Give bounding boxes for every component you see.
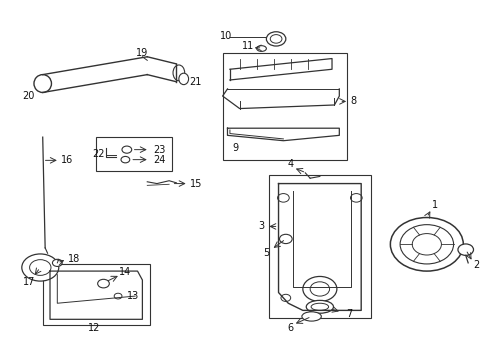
Text: 12: 12 <box>87 323 100 333</box>
Text: 19: 19 <box>136 48 148 58</box>
Circle shape <box>281 294 290 301</box>
Text: 5: 5 <box>263 248 269 258</box>
Bar <box>96 137 171 171</box>
Text: 18: 18 <box>68 254 81 264</box>
Text: 23: 23 <box>153 145 165 155</box>
Text: 15: 15 <box>189 179 202 189</box>
Text: 20: 20 <box>22 91 34 101</box>
Text: 11: 11 <box>242 41 254 51</box>
Circle shape <box>309 282 329 296</box>
Circle shape <box>266 32 285 46</box>
Circle shape <box>277 194 288 202</box>
Circle shape <box>279 234 291 244</box>
Circle shape <box>350 194 362 202</box>
Circle shape <box>302 276 336 301</box>
Ellipse shape <box>310 303 328 310</box>
Circle shape <box>52 259 62 266</box>
Bar <box>42 264 149 325</box>
Circle shape <box>270 35 282 43</box>
Circle shape <box>22 254 59 281</box>
Text: 13: 13 <box>126 291 139 301</box>
Circle shape <box>114 293 122 299</box>
Text: 6: 6 <box>287 323 293 333</box>
Ellipse shape <box>173 65 184 81</box>
Text: 22: 22 <box>92 149 104 159</box>
Text: 21: 21 <box>189 77 202 87</box>
Circle shape <box>399 225 453 264</box>
Ellipse shape <box>34 75 51 93</box>
Circle shape <box>457 244 472 255</box>
Text: 24: 24 <box>153 155 165 165</box>
Circle shape <box>122 146 131 153</box>
Text: 8: 8 <box>350 96 356 107</box>
Ellipse shape <box>301 312 321 321</box>
Circle shape <box>30 260 51 275</box>
Text: 7: 7 <box>345 309 351 319</box>
Text: 2: 2 <box>472 260 478 270</box>
Ellipse shape <box>179 73 188 85</box>
Text: 17: 17 <box>23 277 36 287</box>
Ellipse shape <box>305 300 333 313</box>
Text: 1: 1 <box>431 200 437 210</box>
Bar <box>222 53 346 160</box>
Circle shape <box>121 157 129 163</box>
Text: 14: 14 <box>119 267 131 277</box>
Circle shape <box>98 279 109 288</box>
Circle shape <box>389 217 462 271</box>
Text: 16: 16 <box>61 156 73 165</box>
Text: 4: 4 <box>287 159 293 169</box>
Bar <box>268 175 370 318</box>
Text: 10: 10 <box>220 31 232 41</box>
Circle shape <box>411 234 441 255</box>
Text: 9: 9 <box>232 143 238 153</box>
Text: 3: 3 <box>258 221 264 231</box>
Ellipse shape <box>256 46 266 51</box>
